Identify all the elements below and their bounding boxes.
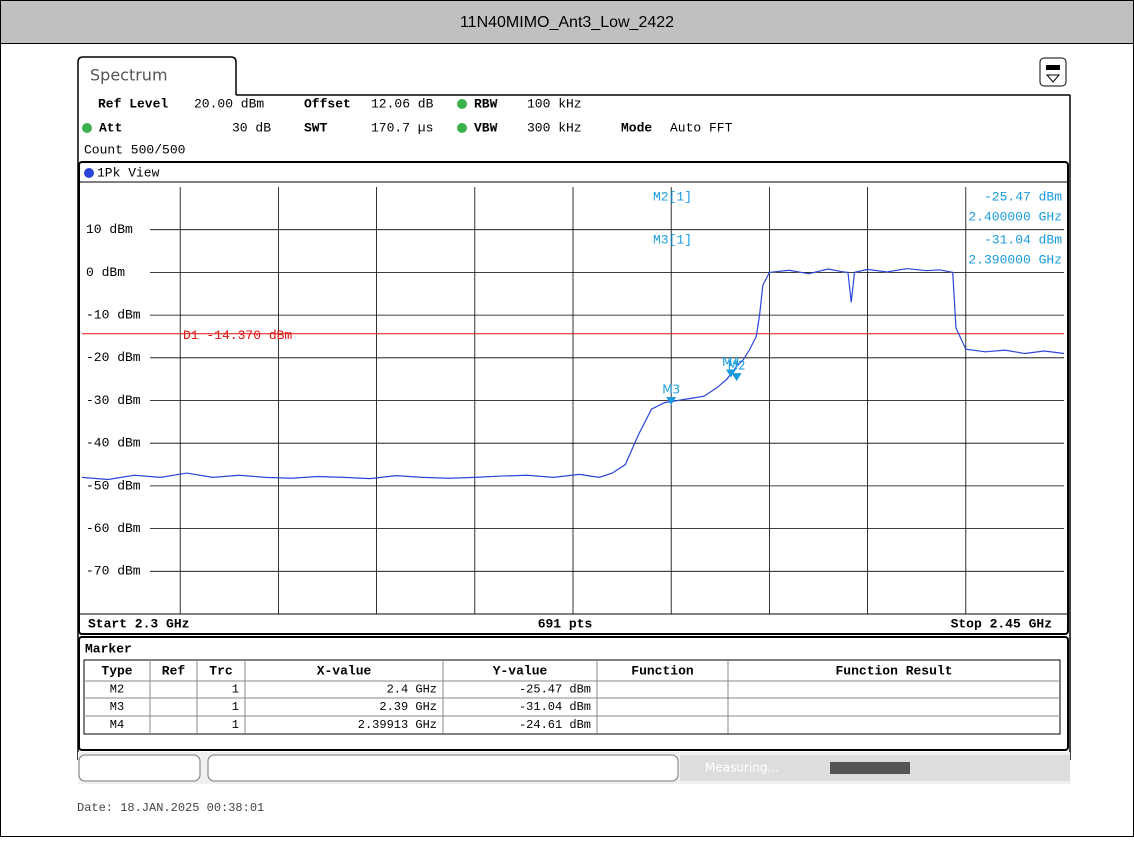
column-header: X-value xyxy=(317,663,372,678)
header-title: 11N40MIMO_Ant3_Low_2422 xyxy=(460,14,674,31)
marker-info-freq: 2.400000 GHz xyxy=(968,209,1062,224)
marker-label: M4 xyxy=(722,355,740,369)
start-label: Start 2.3 GHz xyxy=(88,616,189,631)
y-tick-label: -70 dBm xyxy=(86,564,141,579)
table-cell: M3 xyxy=(110,700,124,714)
marker-info-level: -31.04 dBm xyxy=(984,232,1062,247)
y-tick-label: 10 dBm xyxy=(86,222,133,237)
setting-label: Mode xyxy=(621,120,652,135)
status-box[interactable] xyxy=(78,754,201,782)
header-bar xyxy=(0,0,1134,44)
marker xyxy=(666,396,677,405)
status-dot xyxy=(457,99,467,109)
y-tick-label: -30 dBm xyxy=(86,393,141,408)
menu-bar xyxy=(1046,65,1060,70)
plot-frame xyxy=(78,161,1069,635)
table-cell: -31.04 dBm xyxy=(519,700,591,714)
table-cell: 2.39913 GHz xyxy=(358,718,437,732)
status-dot xyxy=(457,123,467,133)
marker-title: Marker xyxy=(85,641,132,656)
setting-label: Att xyxy=(99,120,122,135)
y-tick-label: -60 dBm xyxy=(86,521,141,536)
setting-value: 170.7 µs xyxy=(371,120,433,135)
marker-table: Type Ref Trc X-value Y-value Function Function… xyxy=(83,659,1061,735)
marker-label: M2 xyxy=(728,359,746,373)
tab[interactable] xyxy=(77,56,237,95)
trace-dot xyxy=(84,168,94,178)
table-cell: M2 xyxy=(110,683,124,697)
setting-value: Auto FFT xyxy=(670,120,733,135)
y-tick-label: -50 dBm xyxy=(86,478,141,493)
setting-value: 100 kHz xyxy=(527,96,582,111)
count: Count 500/500 xyxy=(84,142,185,157)
date: Date: 18.JAN.2025 00:38:01 xyxy=(77,801,264,815)
setting-value: 300 kHz xyxy=(527,120,582,135)
column-header: Type xyxy=(101,663,132,678)
column-header: Function xyxy=(631,663,694,678)
setting-label: RBW xyxy=(474,96,498,111)
table-cell: -24.61 dBm xyxy=(519,718,591,732)
column-header: Function Result xyxy=(835,663,952,678)
table-cell: 2.4 GHz xyxy=(387,683,437,697)
trace xyxy=(81,267,1065,481)
y-tick-label: -10 dBm xyxy=(86,308,141,323)
menu-arrow xyxy=(1045,74,1061,83)
status-dot xyxy=(82,123,92,133)
setting-label: VBW xyxy=(474,120,498,135)
table-cell: 2.39 GHz xyxy=(379,700,437,714)
progress xyxy=(830,762,910,774)
table-cell: 1 xyxy=(232,718,239,732)
status-box[interactable] xyxy=(207,754,679,782)
setting-value: 20.00 dBm xyxy=(194,96,264,111)
tab-label: Spectrum xyxy=(90,66,168,85)
marker-label: M3 xyxy=(662,382,680,396)
table-cell: -25.47 dBm xyxy=(519,683,591,697)
y-tick-label: -40 dBm xyxy=(86,436,141,451)
table-border xyxy=(83,659,1061,735)
table-cell: 1 xyxy=(232,700,239,714)
marker-info-name: M3[1] xyxy=(653,232,692,247)
y-tick-label: -20 dBm xyxy=(86,350,141,365)
setting-label: SWT xyxy=(304,120,328,135)
setting-value: 30 dB xyxy=(232,120,271,135)
grid: 10 dBm 0 dBm -10 dBm -20 dBm -30 dBm -40 dBm -… xyxy=(86,187,1064,614)
marker-info-name: M2[1] xyxy=(653,189,692,204)
y-tick-label: 0 dBm xyxy=(86,265,125,280)
points-label: 691 pts xyxy=(538,616,593,631)
table-cell: 1 xyxy=(232,683,239,697)
column-header: Trc xyxy=(209,663,233,678)
settings: Ref Level 20.00 dBm Offset 12.06 dB RBW … xyxy=(82,96,733,157)
marker-panel xyxy=(78,636,1069,751)
table-cell: M4 xyxy=(110,718,124,732)
setting-label: Ref Level xyxy=(98,96,168,111)
stop-label: Stop 2.45 GHz xyxy=(951,616,1052,631)
setting-label: Offset xyxy=(304,96,351,111)
threshold-label: D1 -14.370 dBm xyxy=(183,328,292,343)
marker-info-freq: 2.390000 GHz xyxy=(968,252,1062,267)
view-label: 1Pk View xyxy=(97,165,160,180)
column-header: Ref xyxy=(162,663,186,678)
marker xyxy=(731,373,742,382)
column-header: Y-value xyxy=(493,663,548,678)
status-text: Measuring... xyxy=(705,761,779,775)
setting-value: 12.06 dB xyxy=(371,96,434,111)
marker xyxy=(725,369,736,378)
marker-info-level: -25.47 dBm xyxy=(984,189,1062,204)
